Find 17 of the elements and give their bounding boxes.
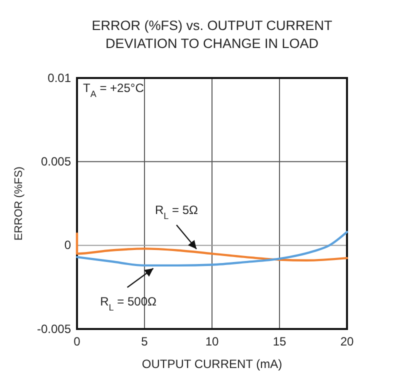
y-tick-label: 0.01 [48, 70, 72, 85]
y-tick-label: 0 [64, 238, 72, 252]
y-tick-label: 0.005 [40, 154, 72, 169]
x-tick-label: 20 [340, 334, 354, 349]
x-tick-label: 0 [74, 334, 81, 349]
chart-title: ERROR (%FS) vs. OUTPUT CURRENT [92, 18, 332, 33]
annotation: R$_{L}$ = 5Ω [154, 203, 198, 222]
x-tick-label: 10 [205, 334, 219, 349]
annotation: T$_{A}$ = +25°C [83, 81, 144, 99]
x-tick-label: 15 [272, 334, 286, 349]
x-tick-label: 5 [141, 334, 148, 349]
line-series [76, 232, 348, 262]
y-tick-label: -0.005 [36, 322, 72, 336]
line-series [76, 230, 348, 267]
chart-subtitle: DEVIATION TO CHANGE IN LOAD [105, 36, 319, 51]
x-axis-title: OUTPUT CURRENT (mA) [142, 357, 282, 371]
y-axis-title: ERROR (%FS) [13, 166, 25, 240]
